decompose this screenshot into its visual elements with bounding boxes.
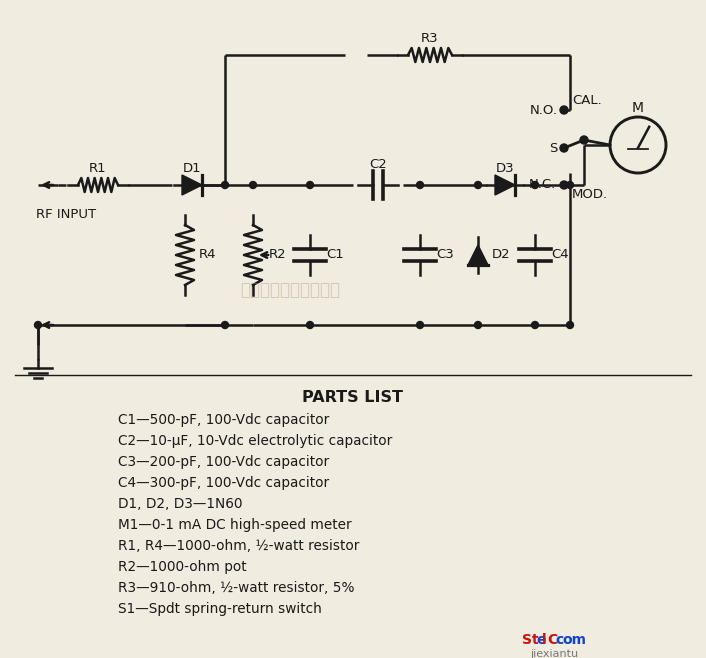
Text: C4: C4 bbox=[551, 249, 568, 261]
Text: D1, D2, D3—1N60: D1, D2, D3—1N60 bbox=[118, 497, 242, 511]
Text: 杭州将睿科技有限公司: 杭州将睿科技有限公司 bbox=[240, 281, 340, 299]
Text: M: M bbox=[632, 101, 644, 115]
Text: C1: C1 bbox=[326, 249, 344, 261]
Text: R2—1000-ohm pot: R2—1000-ohm pot bbox=[118, 560, 246, 574]
Text: R2: R2 bbox=[269, 249, 287, 261]
Text: RF INPUT: RF INPUT bbox=[36, 209, 96, 222]
Text: R4: R4 bbox=[199, 249, 217, 261]
Text: MOD.: MOD. bbox=[572, 188, 608, 201]
Text: C: C bbox=[547, 633, 557, 647]
Circle shape bbox=[532, 322, 539, 328]
Text: C3: C3 bbox=[436, 249, 454, 261]
Circle shape bbox=[560, 106, 568, 114]
Text: N.C.: N.C. bbox=[529, 178, 556, 191]
Text: R3—910-ohm, ½-watt resistor, 5%: R3—910-ohm, ½-watt resistor, 5% bbox=[118, 581, 354, 595]
Text: PARTS LIST: PARTS LIST bbox=[302, 390, 404, 405]
Circle shape bbox=[580, 136, 588, 144]
Text: R1, R4—1000-ohm, ½-watt resistor: R1, R4—1000-ohm, ½-watt resistor bbox=[118, 539, 359, 553]
Text: jiexiantu: jiexiantu bbox=[530, 649, 578, 658]
Text: R3: R3 bbox=[421, 32, 439, 45]
Circle shape bbox=[222, 182, 229, 188]
Text: S1—Spdt spring-return switch: S1—Spdt spring-return switch bbox=[118, 602, 322, 616]
Text: c: c bbox=[555, 633, 563, 647]
Text: St: St bbox=[522, 633, 539, 647]
Circle shape bbox=[474, 182, 481, 188]
Polygon shape bbox=[468, 245, 488, 265]
Circle shape bbox=[306, 182, 313, 188]
Polygon shape bbox=[495, 175, 515, 195]
Circle shape bbox=[560, 181, 568, 189]
Circle shape bbox=[560, 144, 568, 152]
Text: e: e bbox=[536, 633, 546, 647]
Circle shape bbox=[417, 182, 424, 188]
Text: D2: D2 bbox=[492, 249, 510, 261]
Circle shape bbox=[566, 182, 573, 188]
Circle shape bbox=[222, 322, 229, 328]
Circle shape bbox=[35, 322, 42, 328]
Text: M1—0-1 mA DC high-speed meter: M1—0-1 mA DC high-speed meter bbox=[118, 518, 352, 532]
Text: D3: D3 bbox=[496, 161, 514, 174]
Text: R1: R1 bbox=[89, 163, 107, 176]
Text: C2: C2 bbox=[369, 159, 387, 172]
Text: D1: D1 bbox=[183, 161, 201, 174]
Text: C4—300-pF, 100-Vdc capacitor: C4—300-pF, 100-Vdc capacitor bbox=[118, 476, 329, 490]
Text: l: l bbox=[542, 633, 546, 647]
Text: CAL.: CAL. bbox=[572, 93, 602, 107]
Text: C1—500-pF, 100-Vdc capacitor: C1—500-pF, 100-Vdc capacitor bbox=[118, 413, 329, 427]
Text: N.O.: N.O. bbox=[530, 103, 558, 116]
Circle shape bbox=[417, 322, 424, 328]
Text: S: S bbox=[550, 141, 558, 155]
Polygon shape bbox=[182, 175, 202, 195]
Circle shape bbox=[566, 322, 573, 328]
Circle shape bbox=[306, 322, 313, 328]
Text: C2—10-μF, 10-Vdc electrolytic capacitor: C2—10-μF, 10-Vdc electrolytic capacitor bbox=[118, 434, 393, 448]
Text: C3—200-pF, 100-Vdc capacitor: C3—200-pF, 100-Vdc capacitor bbox=[118, 455, 329, 469]
Circle shape bbox=[532, 182, 539, 188]
Text: om: om bbox=[562, 633, 586, 647]
Circle shape bbox=[249, 182, 256, 188]
Circle shape bbox=[474, 322, 481, 328]
